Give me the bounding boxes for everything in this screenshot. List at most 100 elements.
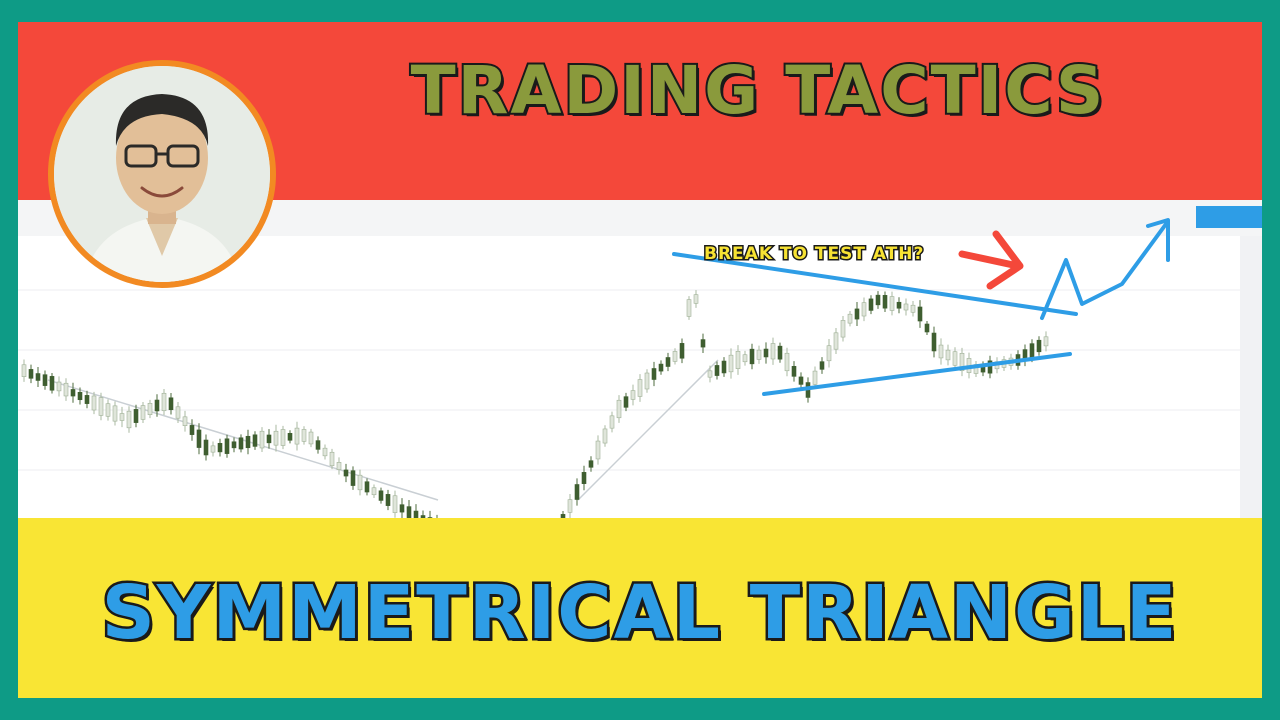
candle-body	[763, 348, 769, 358]
candle-body	[945, 349, 951, 361]
candle-body	[658, 363, 664, 372]
candle-body	[581, 472, 587, 484]
candle-body	[854, 308, 860, 320]
candle-body	[791, 366, 797, 377]
candle-body	[147, 402, 153, 416]
candle-body	[616, 399, 622, 419]
blue-projection-arrow-icon	[1040, 218, 1170, 320]
candle-body	[49, 376, 55, 391]
candle-body	[413, 510, 419, 518]
candle-body	[742, 354, 748, 363]
candle-body	[630, 390, 636, 400]
candle-body	[364, 481, 370, 493]
candles	[21, 290, 1049, 518]
thumbnail-frame: TRADING TACTICS SYMMETRICAL TRIANGLE	[18, 22, 1262, 698]
candle-body	[672, 351, 678, 362]
candle-body	[420, 515, 426, 518]
candle-body	[217, 443, 223, 453]
candle-body	[287, 433, 293, 441]
candle-body	[889, 296, 895, 311]
candle-body	[196, 429, 202, 448]
candle-body	[595, 440, 601, 460]
annotation-label: BREAK TO TEST ATH?	[702, 243, 925, 266]
candle-body	[392, 495, 398, 513]
candle-body	[833, 332, 839, 350]
candle-body	[105, 403, 111, 417]
candle-body	[588, 460, 594, 468]
candle-body	[84, 395, 90, 404]
candle-body	[868, 298, 874, 311]
candle-body	[238, 437, 244, 450]
candle-body	[637, 379, 643, 397]
candle-body	[959, 353, 965, 371]
candle-body	[728, 354, 734, 373]
candle-body	[644, 372, 650, 390]
candle-body	[126, 410, 132, 429]
candle-body	[21, 364, 27, 377]
candle-body	[63, 382, 69, 397]
candle-body	[77, 391, 83, 401]
candle-body	[987, 360, 993, 374]
candle-body	[609, 415, 615, 429]
candle-body	[175, 406, 181, 419]
avatar-photo	[48, 60, 276, 288]
lower-trendline	[762, 352, 1072, 396]
candle-body	[952, 351, 958, 366]
upper-trendline	[672, 252, 1078, 316]
candle-body	[819, 361, 825, 370]
candle-body	[210, 445, 216, 453]
candle-body	[378, 490, 384, 501]
candle-body	[252, 434, 258, 447]
candle-body	[679, 343, 685, 359]
red-arrow-icon	[958, 230, 1024, 290]
candle-body	[847, 313, 853, 324]
candle-body	[98, 397, 104, 416]
candle-body	[182, 416, 188, 426]
candle-body	[329, 451, 335, 467]
candle-body	[42, 374, 48, 386]
candle-body	[735, 351, 741, 369]
candle-body	[133, 409, 139, 423]
bottom-banner: SYMMETRICAL TRIANGLE	[18, 518, 1262, 698]
top-title: TRADING TACTICS	[409, 50, 1106, 131]
candle-body	[721, 360, 727, 374]
candle-body	[924, 323, 930, 333]
candle-body	[70, 389, 76, 397]
candle-body	[315, 440, 321, 450]
candle-body	[280, 429, 286, 446]
candle-body	[840, 320, 846, 338]
candle-body	[322, 447, 328, 457]
candle-body	[28, 369, 34, 379]
candle-body	[308, 431, 314, 445]
candle-body	[385, 494, 391, 506]
candle-body	[301, 429, 307, 442]
candle-body	[686, 299, 692, 317]
candle-body	[350, 470, 356, 486]
candle-body	[896, 301, 902, 309]
candle-body	[336, 462, 342, 470]
publish-button	[1196, 206, 1262, 228]
candle-body	[203, 439, 209, 456]
bottom-title: SYMMETRICAL TRIANGLE	[99, 568, 1179, 659]
candle-body	[343, 469, 349, 477]
candle-body	[91, 395, 97, 411]
candle-body	[917, 306, 923, 322]
candle-body	[567, 499, 573, 513]
price-scale	[1240, 236, 1262, 518]
candle-body	[119, 413, 125, 421]
candle-body	[784, 352, 790, 372]
candle-body	[882, 295, 888, 309]
candle-body	[665, 357, 671, 367]
candle-body	[875, 294, 881, 306]
candle-body	[35, 373, 41, 381]
candle-body	[777, 345, 783, 360]
candle-body	[224, 438, 230, 454]
candle-body	[112, 405, 118, 422]
candle-body	[266, 434, 272, 444]
candle-body	[1036, 339, 1042, 353]
candle-body	[259, 430, 265, 449]
candle-body	[903, 303, 909, 311]
candle-body	[826, 345, 832, 362]
candle-body	[910, 304, 916, 313]
candle-body	[406, 506, 412, 518]
